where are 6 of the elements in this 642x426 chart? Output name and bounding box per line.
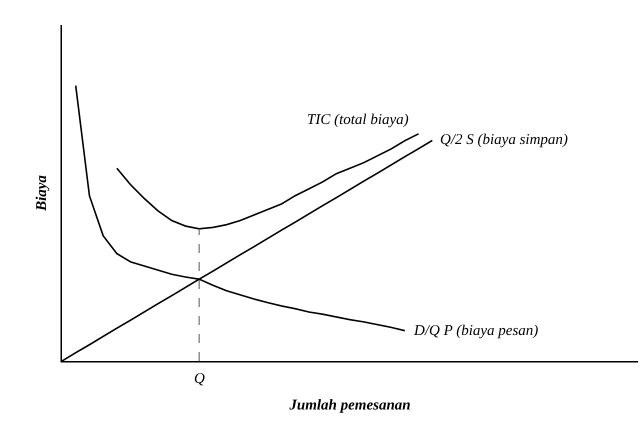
series-label: D/Q P (biaya pesan)	[413, 323, 538, 339]
y-axis-title: Biaya	[34, 174, 50, 212]
x-axis-title: Jumlah pemesanan	[288, 397, 411, 414]
text: Q	[194, 371, 205, 387]
series-label: TIC (total biaya)	[307, 112, 409, 128]
series-label: Q/2 S (biaya simpan)	[440, 132, 568, 148]
